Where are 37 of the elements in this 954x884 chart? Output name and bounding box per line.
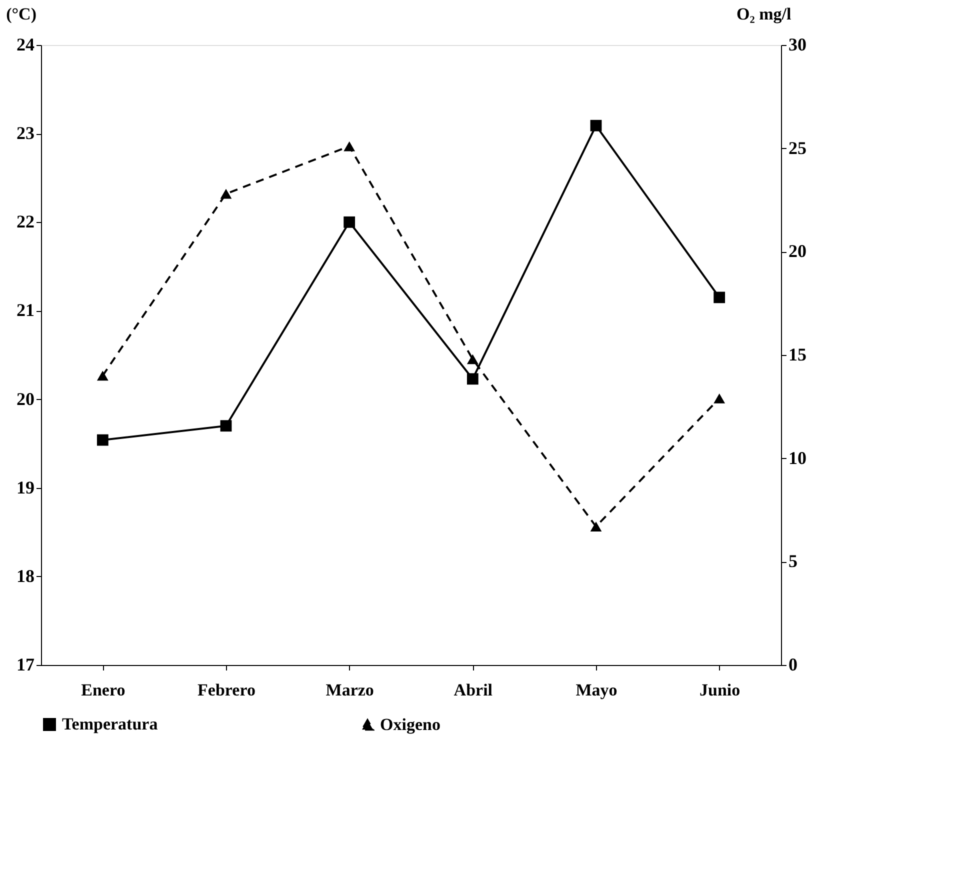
x-tick-label: Enero (81, 680, 126, 700)
point (714, 393, 726, 404)
point (344, 141, 356, 152)
point (714, 292, 726, 304)
point (590, 522, 602, 532)
x-tick-label: Abril (454, 680, 493, 700)
y-axis-title: (°C) (6, 4, 36, 24)
point (466, 354, 478, 364)
y2-tick-label: 20 (788, 241, 806, 262)
y-tick-label: 23 (16, 123, 34, 144)
x-tick-label: Junio (700, 680, 740, 700)
y2-axis-title: O₂ mg/l (736, 4, 792, 24)
y2-tick-label: 0 (788, 654, 798, 674)
x-tick-label: Marzo (326, 680, 374, 700)
point (590, 120, 602, 132)
y-tick-label: 19 (16, 477, 34, 498)
point (220, 420, 232, 432)
y2-tick-label: 15 (788, 344, 806, 364)
point (344, 216, 356, 228)
point (220, 188, 232, 199)
point (96, 370, 108, 381)
y-tick-label: 20 (16, 388, 34, 409)
y-tick-label: 17 (16, 654, 34, 674)
x-tick-label: Mayo (576, 680, 618, 700)
point (96, 434, 108, 446)
y-tick-label: 21 (16, 300, 34, 320)
y2-tick-label: 10 (788, 448, 806, 468)
legend-label: Oxigeno (380, 714, 440, 734)
legend-label: Temperatura (62, 714, 158, 734)
x-tick-label: Febrero (198, 680, 256, 700)
point (466, 373, 478, 385)
y2-tick-label: 30 (788, 34, 806, 54)
y2-tick-label: 5 (788, 551, 798, 572)
y-tick-label: 24 (16, 34, 34, 54)
y-tick-label: 18 (16, 566, 34, 586)
y-tick-label: 22 (16, 212, 34, 232)
y2-tick-label: 25 (788, 138, 806, 158)
